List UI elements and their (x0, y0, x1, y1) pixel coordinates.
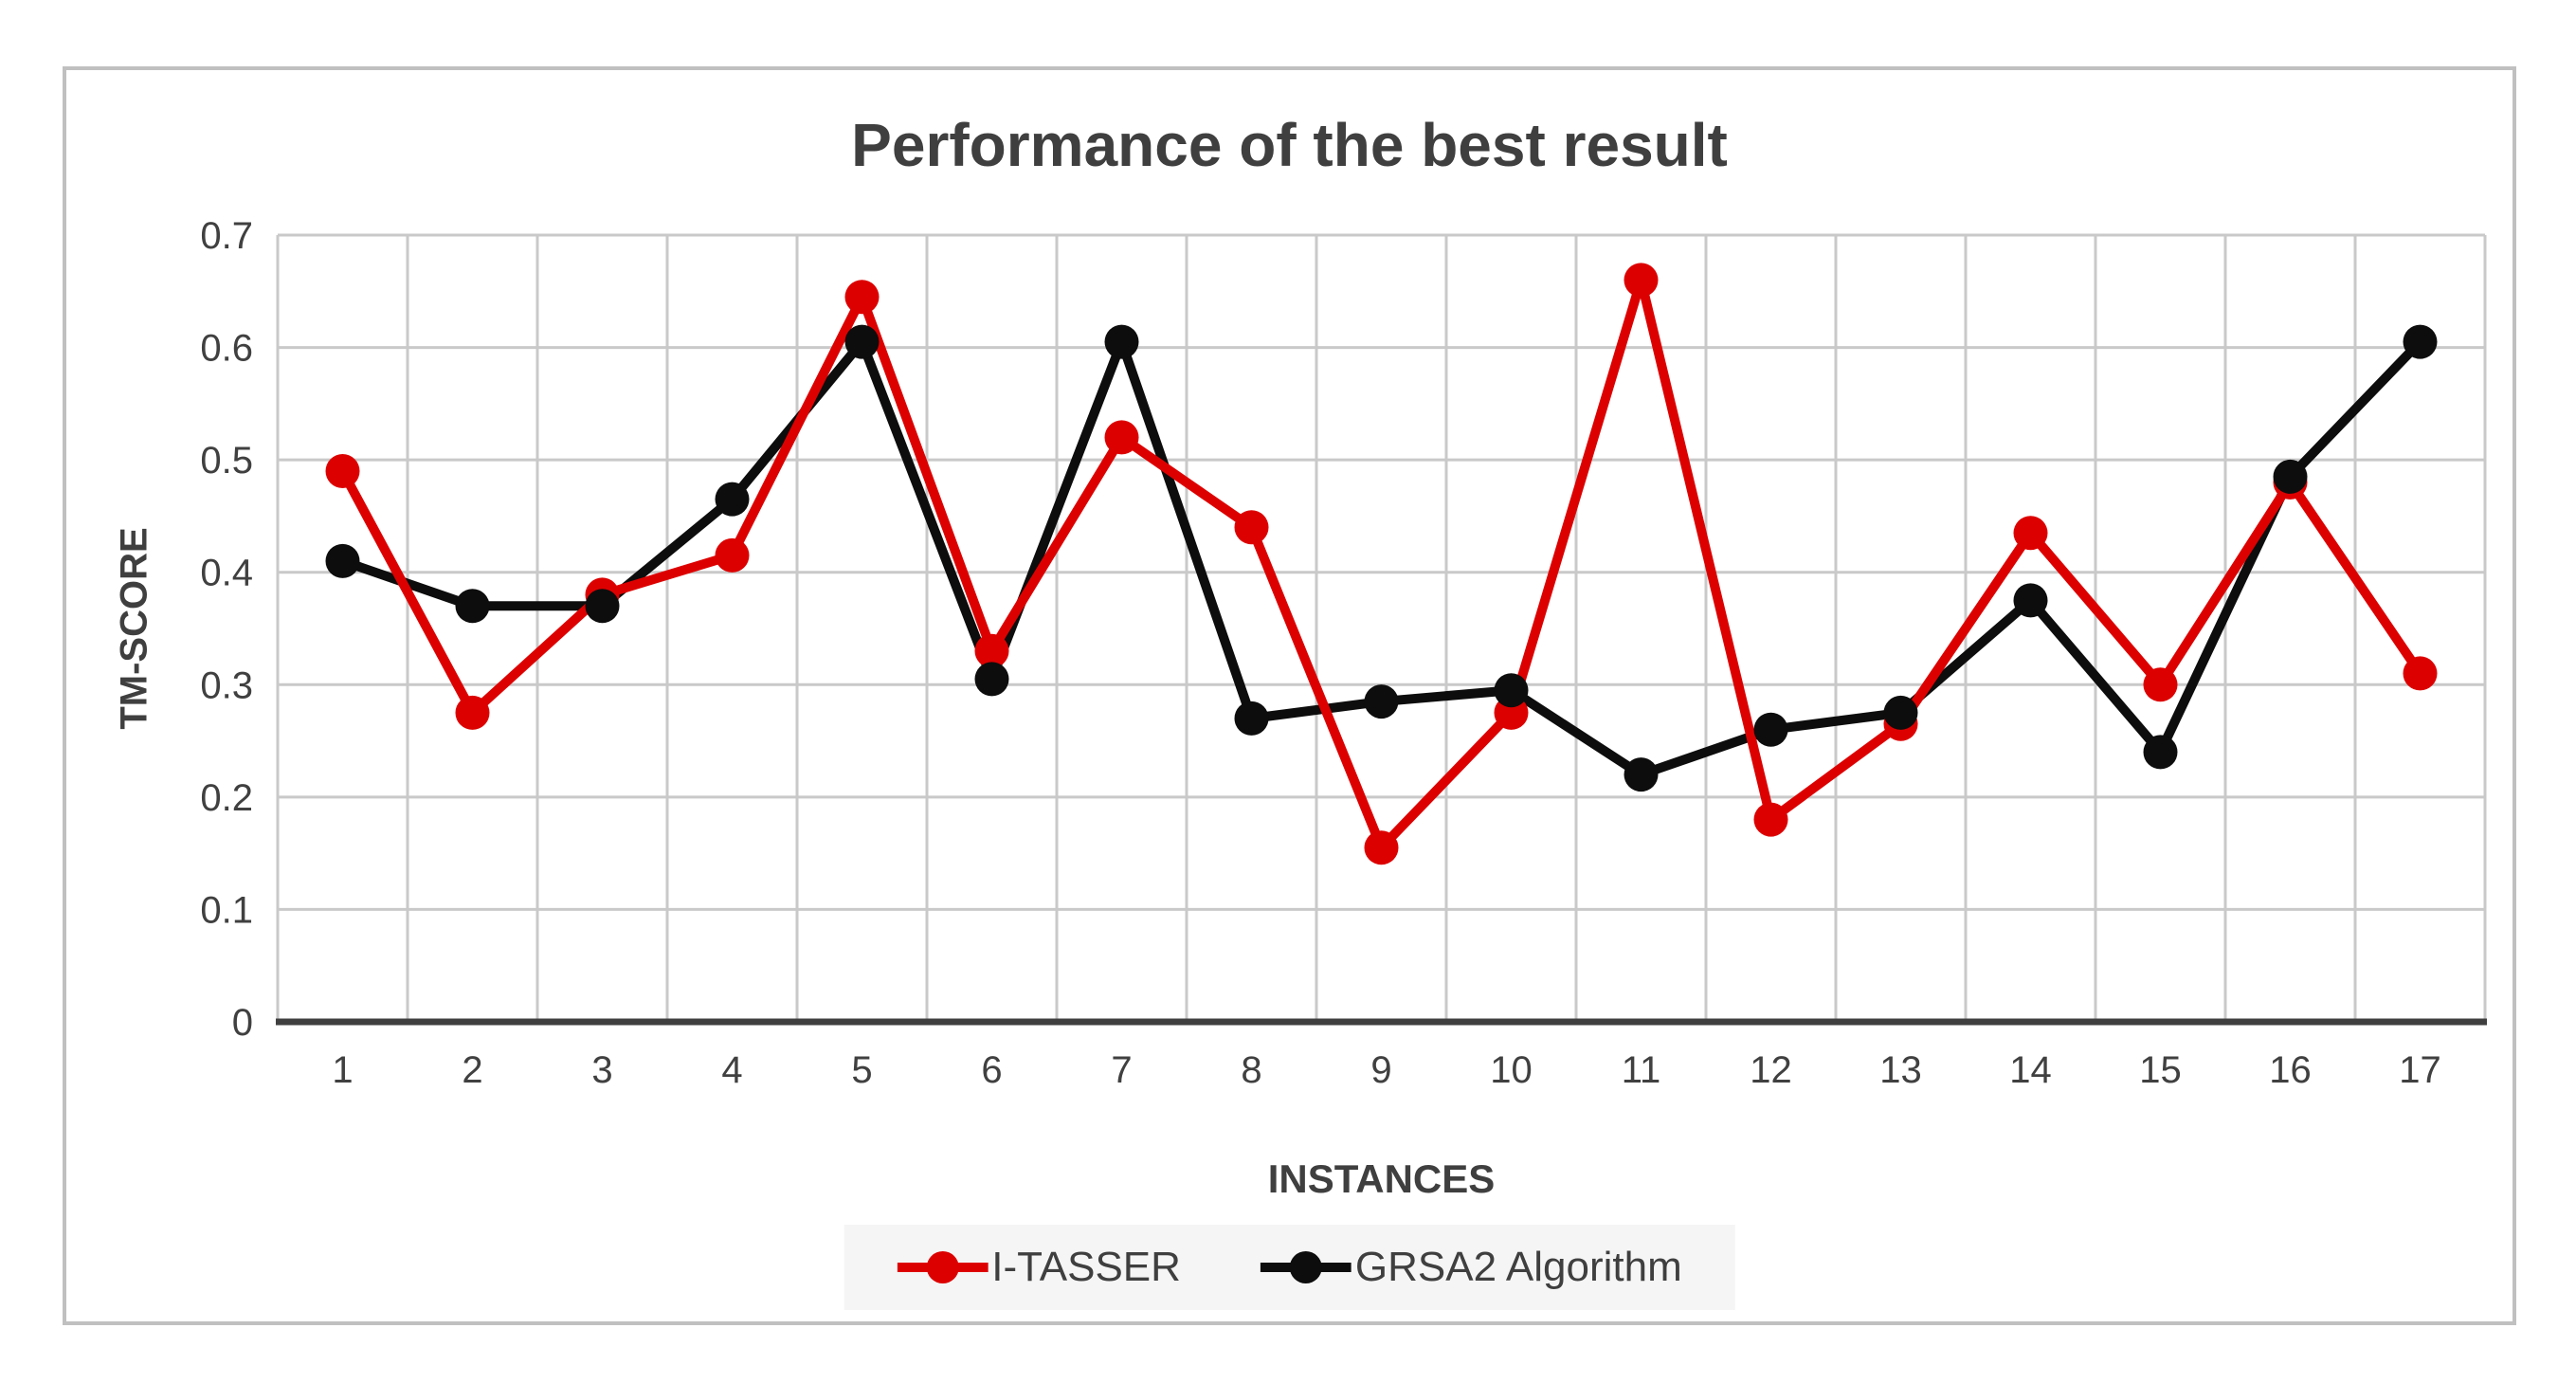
svg-text:8: 8 (1241, 1049, 1261, 1091)
itasser-line-marker-icon (897, 1251, 989, 1283)
svg-text:12: 12 (1750, 1049, 1792, 1091)
legend-entry-itasser: I-TASSER (897, 1244, 1181, 1291)
grsa2-line-marker-icon (1260, 1251, 1351, 1283)
legend-label-grsa2: GRSA2 Algorithm (1354, 1244, 1682, 1290)
svg-text:5: 5 (851, 1049, 872, 1091)
svg-text:0.5: 0.5 (200, 440, 253, 482)
plot-area: 00.10.20.30.40.50.60.71 2 3 4 5 6 7 8 9 10 11 12 13 1… (200, 215, 2487, 1091)
svg-text:10: 10 (1490, 1049, 1533, 1091)
svg-text:4: 4 (721, 1049, 742, 1091)
svg-text:0.3: 0.3 (200, 664, 253, 706)
svg-text:1: 1 (332, 1049, 353, 1091)
svg-text:13: 13 (1879, 1049, 1922, 1091)
chart-title: Performance of the best result (851, 111, 1728, 179)
svg-text:0.6: 0.6 (200, 328, 253, 370)
svg-text:3: 3 (591, 1049, 612, 1091)
svg-text:6: 6 (981, 1049, 1002, 1091)
svg-text:9: 9 (1370, 1049, 1391, 1091)
svg-text:17: 17 (2399, 1049, 2441, 1091)
legend-label-itasser: I-TASSER (991, 1244, 1181, 1290)
svg-text:15: 15 (2139, 1049, 2182, 1091)
svg-text:0.2: 0.2 (200, 777, 253, 819)
svg-text:7: 7 (1111, 1049, 1132, 1091)
x-axis-title: INSTANCES (1267, 1156, 1496, 1201)
svg-text:0.7: 0.7 (200, 215, 253, 257)
svg-text:11: 11 (1622, 1049, 1661, 1091)
svg-text:0: 0 (232, 1002, 253, 1044)
svg-text:2: 2 (462, 1049, 482, 1091)
svg-text:0.4: 0.4 (200, 553, 253, 594)
svg-text:0.1: 0.1 (200, 889, 253, 931)
y-axis-title: TM-SCORE (113, 527, 155, 730)
chart-frame: Performance of the best result 0 0.1 0.2 0.… (63, 66, 2516, 1325)
svg-text:14: 14 (2009, 1049, 2052, 1091)
legend: I-TASSER GRSA2 Algorithm (844, 1225, 1735, 1310)
legend-entry-grsa2: GRSA2 Algorithm (1260, 1244, 1682, 1291)
svg-text:16: 16 (2269, 1049, 2312, 1091)
